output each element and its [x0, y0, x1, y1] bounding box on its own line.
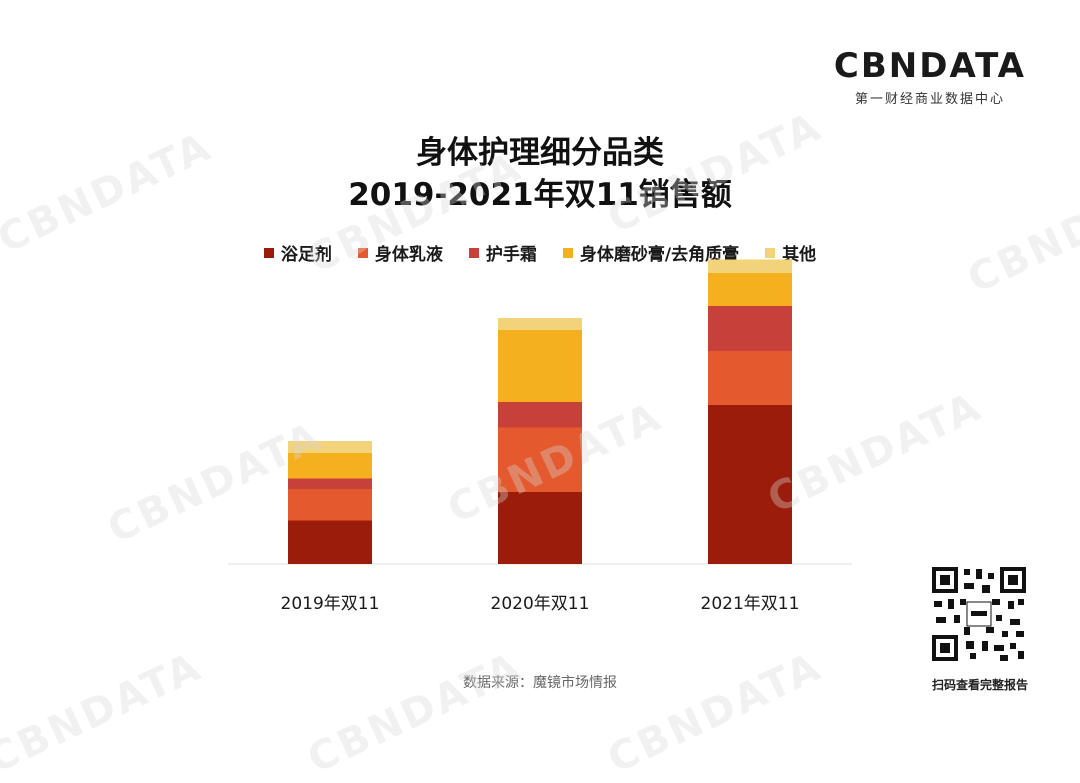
bar-segment — [288, 453, 372, 479]
legend-label: 护手霜 — [485, 245, 537, 265]
chart-legend: 浴足剂 身体乳液 护手霜 身体磨砂膏/去角质膏 其他 — [0, 240, 1080, 265]
bar-segment — [288, 520, 372, 564]
chart-title: 身体护理细分品类 2019-2021年双11销售额 — [0, 132, 1080, 216]
legend-item: 浴足剂 — [263, 240, 332, 265]
logo-mark: CBNDATA — [833, 46, 1026, 86]
legend-swatch — [765, 247, 776, 258]
data-source: 数据来源：魔镜市场情报 — [463, 675, 617, 691]
legend-swatch — [468, 247, 479, 258]
legend-swatch — [263, 247, 274, 258]
legend-label: 浴足剂 — [280, 245, 332, 265]
brand-logo: CBNDATA 第一财经商业数据中心 — [834, 46, 1026, 107]
x-tick-label: 2020年双11 — [491, 594, 590, 614]
legend-swatch — [562, 247, 573, 258]
bar-segment — [498, 427, 582, 492]
legend-swatch — [357, 247, 368, 258]
x-tick-label: 2021年双11 — [701, 594, 800, 614]
legend-label: 身体磨砂膏/去角质膏 — [579, 245, 740, 265]
bar-segment — [288, 489, 372, 521]
bar-segment — [498, 492, 582, 564]
bar-segment — [498, 318, 582, 330]
chart-title-line-2: 2019-2021年双11销售额 — [348, 177, 732, 213]
logo-subtitle: 第一财经商业数据中心 — [854, 92, 1005, 107]
qr-code-icon[interactable] — [930, 565, 1028, 663]
chart-title-line-1: 身体护理细分品类 — [416, 135, 664, 171]
legend-item: 身体乳液 — [357, 240, 443, 265]
bar-segment — [288, 478, 372, 489]
legend-item: 身体磨砂膏/去角质膏 — [562, 240, 740, 265]
bar-segment — [708, 306, 792, 351]
legend-label: 身体乳液 — [374, 245, 443, 265]
legend-item: 护手霜 — [468, 240, 537, 265]
qr-caption: 扫码查看完整报告 — [931, 678, 1028, 692]
bar-segment — [498, 402, 582, 428]
bar-segment — [708, 405, 792, 564]
bar-segment — [708, 259, 792, 273]
bar-segment — [288, 441, 372, 453]
stacked-bar-chart: 2019年双11 2020年双11 2021年双11 — [228, 259, 852, 614]
bar-segment — [708, 273, 792, 306]
bar-segment — [498, 330, 582, 402]
bar-segment — [708, 351, 792, 405]
x-tick-label: 2019年双11 — [281, 594, 380, 614]
